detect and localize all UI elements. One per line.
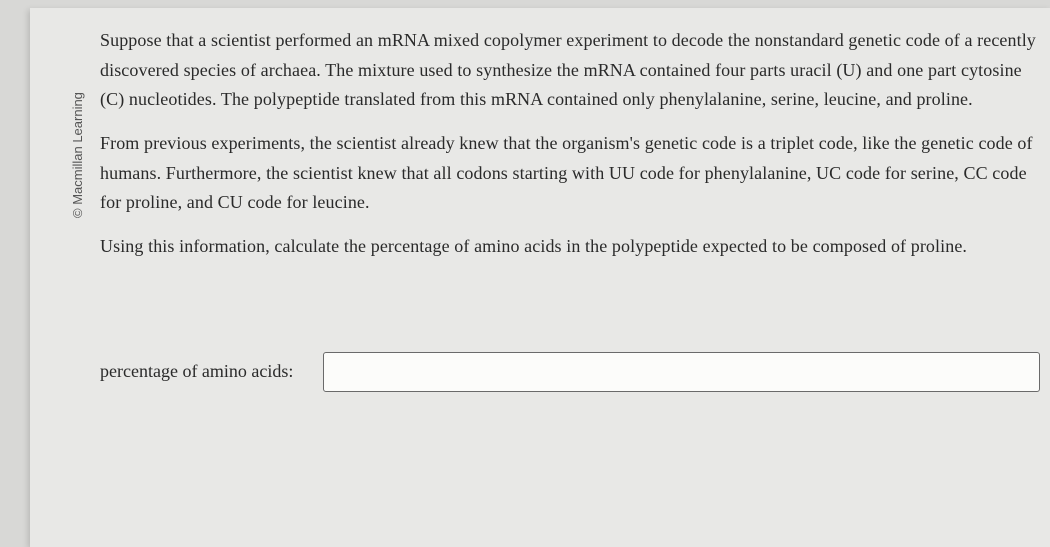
question-paragraph-1: Suppose that a scientist performed an mR…	[100, 26, 1050, 115]
question-page: © Macmillan Learning Suppose that a scie…	[30, 8, 1050, 547]
question-paragraph-2: From previous experiments, the scientist…	[100, 129, 1050, 218]
answer-label: percentage of amino acids:	[100, 361, 293, 382]
answer-row: percentage of amino acids:	[100, 352, 1050, 392]
copyright-text: © Macmillan Learning	[70, 92, 85, 218]
question-paragraph-3: Using this information, calculate the pe…	[100, 232, 1050, 262]
answer-input[interactable]	[323, 352, 1040, 392]
